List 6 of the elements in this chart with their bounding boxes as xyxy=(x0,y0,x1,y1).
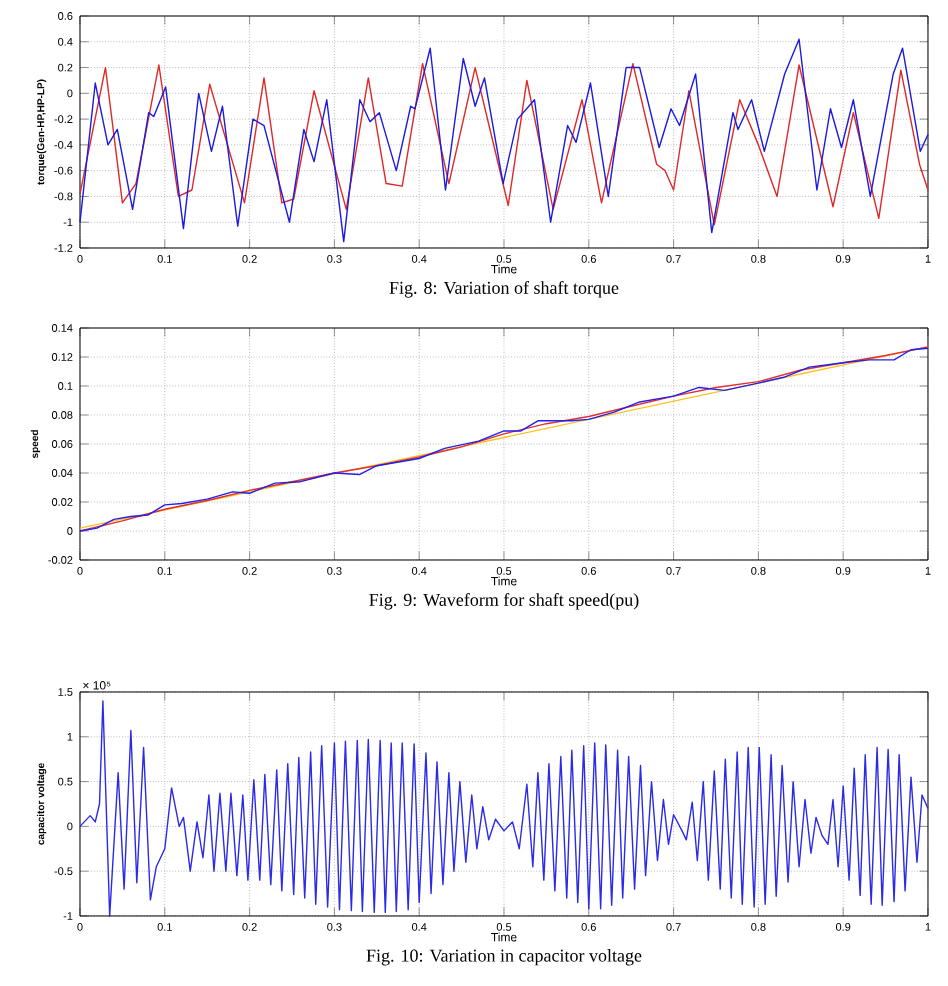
line-series xyxy=(79,38,929,243)
text: Fig. 8: Variation of shaft torque xyxy=(389,281,619,298)
line-series xyxy=(79,63,929,226)
line-series xyxy=(79,700,929,917)
text: Fig. 9: Waveform for shaft speed(pu) xyxy=(369,593,639,610)
text: Fig. 10: Variation in capacitor voltage xyxy=(366,949,642,966)
